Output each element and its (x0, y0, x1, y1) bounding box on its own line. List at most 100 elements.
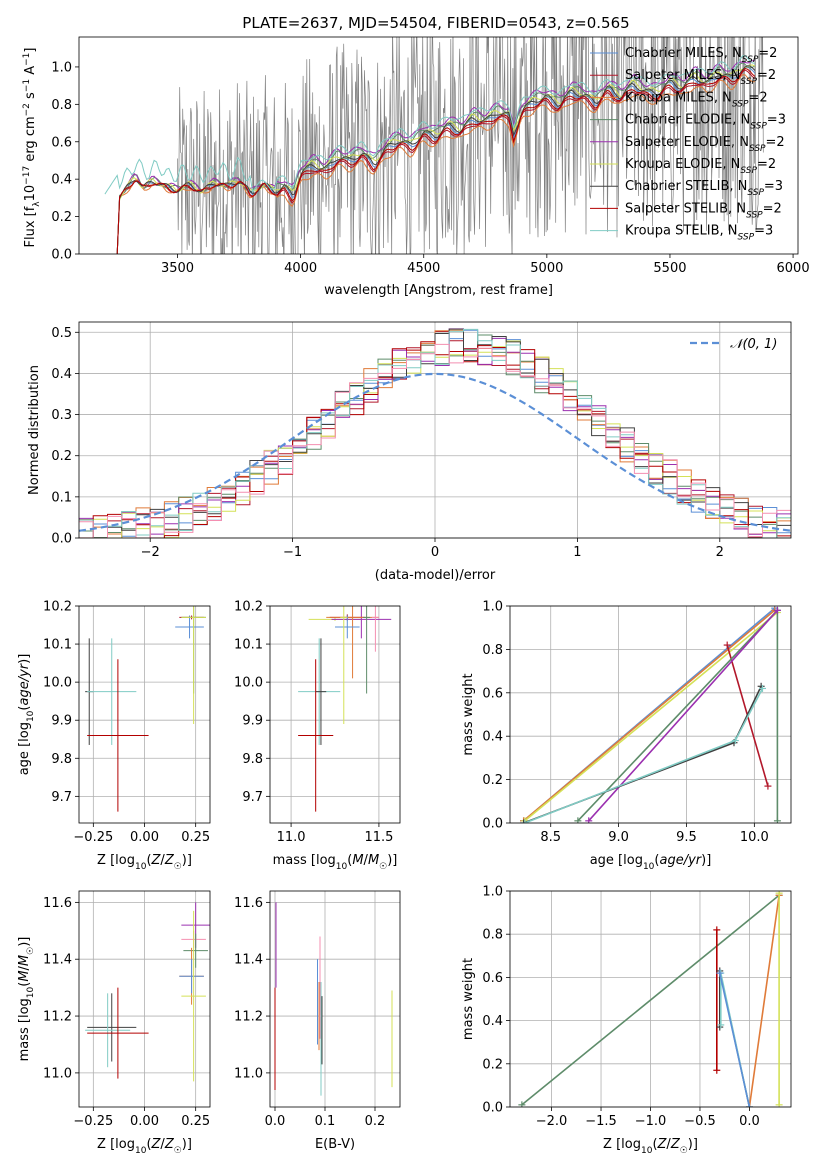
x-tick-label: −2.0 (536, 1114, 568, 1129)
y-tick-label: 0.6 (482, 686, 503, 701)
axis-label: Chabrier MILES, NSSP=2 (625, 46, 777, 65)
age-mass-panel: 11.0 11.5 9.7 9.8 9.9 10.0 10.1 10.2 mass [log10… (234, 600, 401, 872)
x-tick-label: −2 (141, 545, 160, 560)
axis-label-part: mass [log (273, 853, 336, 868)
axis-label-part: Z (670, 1137, 681, 1152)
x-axis-label: wavelength [Angstrom, rest frame] (324, 283, 553, 298)
y-tick-label: 0.0 (482, 817, 503, 832)
axis-label-part: mass [log (17, 998, 32, 1061)
axis-label-part: ( (17, 706, 32, 711)
y-tick-label: 9.7 (242, 790, 263, 805)
axes-frame (78, 890, 211, 1108)
x-tick-label: 0.25 (181, 830, 210, 845)
axis-label-part: −2 (22, 103, 32, 116)
axis-label-part: Z (657, 1137, 668, 1152)
y-tick-label: 0.0 (51, 532, 72, 547)
axis-label: age [log10(age/yr)] (590, 853, 712, 872)
axis-label-part: Flux [f (23, 206, 38, 247)
axis-label-part: age/yr (17, 662, 32, 705)
axis-label-part: / (364, 853, 369, 868)
axis-label-part: ( (146, 853, 151, 868)
mass-EBV-plot-area (274, 902, 393, 1096)
axis-label-part: Kroupa ELODIE, N (625, 157, 740, 172)
axis-label: Salpeter STELIB, NSSP=2 (625, 201, 782, 220)
axis-label-part: A (23, 66, 38, 79)
age-mass-plot-area (298, 606, 392, 812)
residuals-plot-area (79, 328, 791, 538)
axis-label-part: s (23, 92, 38, 103)
axis-label-part: Chabrier MILES, N (625, 46, 742, 61)
axis-label-part: −17 (22, 166, 32, 185)
x-tick-label: 10.0 (740, 830, 769, 845)
x-tick-label: −0.5 (684, 1114, 716, 1129)
axis-label-part: Chabrier ELODIE, N (625, 113, 750, 128)
axis-label-part: )] (688, 1137, 698, 1152)
axis-label-part: ( (652, 1137, 657, 1152)
y-tick-label: 0.8 (51, 98, 72, 113)
model-spectrum-line (116, 74, 755, 254)
axes-frame (269, 605, 401, 824)
axis-label-part: / (17, 965, 32, 970)
y-tick-label: 0.4 (51, 367, 72, 382)
axis-label-part: =2 (763, 201, 782, 216)
axis-label-part: M (352, 853, 363, 868)
y-tick-label: 10.0 (43, 676, 72, 691)
x-tick-label: 0.0 (739, 1114, 760, 1129)
x-tick-label: 11.5 (364, 830, 393, 845)
legend-label: 𝒩(0, 1) (730, 337, 777, 352)
axis-label-part: / (160, 1137, 165, 1152)
axis-label-part: 10 (26, 710, 36, 722)
y-tick-label: 0.8 (482, 928, 503, 943)
x-tick-label: 1 (573, 545, 581, 560)
axis-label-part: 10 (135, 1146, 147, 1156)
weight-Z-plot-area (518, 891, 783, 1107)
weight-age-panel: 8.5 9.0 9.5 10.0 0.0 0.2 0.4 0.6 0.8 1.0 mass weig… (461, 600, 792, 872)
axis-label-part: age [log (17, 722, 32, 775)
y-tick-label: 0.6 (482, 971, 503, 986)
axis-label: Kroupa MILES, NSSP=2 (625, 90, 768, 109)
axis-label-part: SSP (750, 122, 767, 132)
axis-label-part: ( (654, 853, 659, 868)
axis-label-part: M (368, 853, 379, 868)
y-tick-label: 1.0 (51, 60, 72, 75)
axis-label-part: )] (182, 853, 192, 868)
y-tick-label: 11.2 (43, 1010, 72, 1025)
mass-EBV-panel: 0.0 0.1 0.2 11.0 11.2 11.4 11.6 E(B-V) (234, 890, 401, 1152)
x-tick-label: 4000 (284, 261, 317, 276)
axis-label-part: =2 (748, 90, 767, 105)
axis-label: Z [log10(Z/Z☉)] (97, 853, 192, 872)
y-tick-label: 1.0 (482, 600, 503, 615)
axis-label-part: 10 (135, 862, 147, 872)
axis-label: Kroupa ELODIE, NSSP=2 (625, 157, 776, 176)
axis-label-part: / (160, 853, 165, 868)
axis-label-part: −1 (22, 53, 32, 66)
axis-label-part: erg cm (23, 116, 38, 165)
mass-Z-plot-area (85, 902, 210, 1082)
y-axis-label: mass weight (461, 673, 476, 755)
axis-label-part: ( (347, 853, 352, 868)
axis-label-part: SSP (742, 55, 759, 65)
x-tick-label: −1.5 (585, 1114, 617, 1129)
x-tick-label: 0.1 (315, 1114, 336, 1129)
y-tick-label: 9.7 (51, 790, 72, 805)
model-spectrum-line (116, 67, 756, 254)
axis-label-part: 10 (641, 1146, 653, 1156)
axis-label-part: SSP (732, 99, 749, 109)
axis-label-part: Kroupa STELIB, N (625, 224, 738, 239)
residual-histogram (79, 343, 791, 538)
axis-label-part: λ (32, 201, 42, 207)
axis-label: Chabrier STELIB, NSSP=3 (625, 179, 783, 198)
figure-title: PLATE=2637, MJD=54504, FIBERID=0543, z=0… (242, 14, 629, 32)
x-tick-label: 0.0 (265, 1114, 286, 1129)
axis-label-part: )] (17, 654, 32, 664)
age-Z-panel: −0.25 0.00 0.25 9.7 9.8 9.9 10.0 10.1 10.2 Z [log… (17, 600, 211, 872)
x-tick-label: 2 (716, 545, 724, 560)
x-tick-label: 0.2 (365, 1114, 386, 1129)
axis-label-part: )] (387, 853, 397, 868)
axis-label-part: Z [log (97, 1137, 135, 1152)
x-tick-label: −0.25 (73, 830, 113, 845)
y-tick-label: 11.6 (43, 896, 72, 911)
y-axis-label: mass weight (461, 958, 476, 1040)
x-tick-label: 9.0 (608, 830, 629, 845)
weight-line (524, 611, 778, 822)
